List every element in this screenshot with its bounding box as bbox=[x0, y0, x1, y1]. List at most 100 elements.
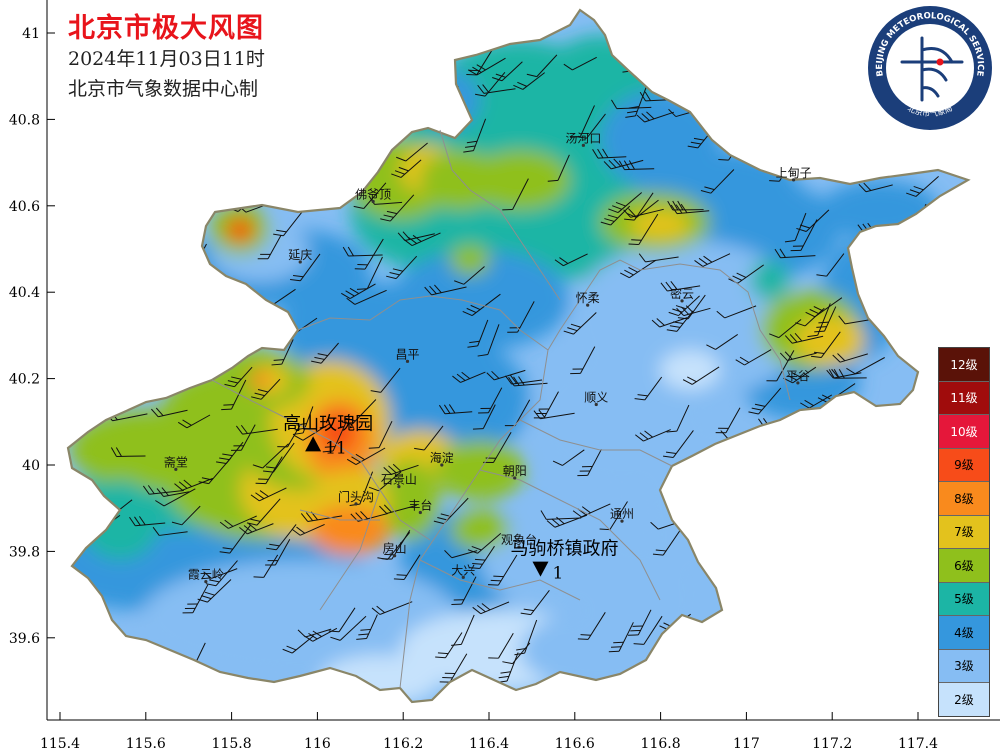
wind-barb bbox=[132, 324, 158, 348]
x-tick-label: 117 bbox=[733, 736, 760, 752]
place-label: 通州 bbox=[610, 507, 634, 521]
wind-barb bbox=[379, 504, 417, 515]
legend-item: 8级 bbox=[939, 482, 989, 516]
wind-barb bbox=[807, 303, 831, 338]
wind-barb bbox=[790, 219, 818, 252]
wind-barb bbox=[636, 111, 675, 123]
wind-barb bbox=[342, 246, 383, 257]
x-tick-label: 116.8 bbox=[641, 736, 681, 752]
place-label: 斋堂 bbox=[164, 454, 188, 469]
wind-barb bbox=[266, 524, 297, 551]
wind-barb bbox=[142, 485, 184, 495]
wind-barb bbox=[219, 515, 257, 529]
wind-barb bbox=[403, 110, 441, 128]
x-tick-label: 116.6 bbox=[555, 736, 595, 752]
place-label: 怀柔 bbox=[576, 291, 600, 305]
wind-barb bbox=[251, 378, 281, 400]
wind-barb bbox=[660, 281, 701, 292]
wind-barb bbox=[200, 158, 234, 187]
place-label: 延庆 bbox=[288, 248, 312, 262]
wind-barb bbox=[828, 112, 868, 125]
beijing-boundary bbox=[66, 8, 971, 704]
wind-barb bbox=[628, 609, 652, 636]
wind-barb bbox=[715, 407, 741, 434]
wind-barb bbox=[311, 342, 339, 364]
wind-barb bbox=[170, 190, 204, 208]
wind-barb bbox=[570, 105, 595, 138]
wind-barb bbox=[377, 531, 411, 561]
wind-barb bbox=[414, 425, 444, 451]
place-label: 平谷 bbox=[786, 369, 810, 383]
wind-barb bbox=[624, 192, 654, 221]
wind-barb bbox=[635, 429, 671, 442]
wind-barb bbox=[760, 502, 799, 516]
wind-barb bbox=[135, 319, 169, 330]
map-axes bbox=[46, 0, 1000, 721]
wind-barb bbox=[119, 127, 156, 153]
wind-barb bbox=[779, 90, 801, 120]
station-name: 马驹桥镇政府 bbox=[510, 539, 618, 560]
wind-barb bbox=[265, 539, 291, 566]
wind-barb bbox=[547, 154, 570, 182]
wind-barb bbox=[577, 449, 602, 477]
wind-barb bbox=[810, 331, 841, 359]
wind-barb bbox=[618, 160, 655, 171]
wind-barb bbox=[508, 376, 548, 387]
place-label: 大兴 bbox=[451, 563, 475, 577]
wind-barb bbox=[472, 601, 510, 615]
wind-barb bbox=[798, 461, 841, 474]
station-value: 1 bbox=[552, 564, 563, 584]
wind-barb bbox=[796, 209, 830, 232]
wind-barb bbox=[68, 120, 93, 144]
x-axis-ticks: 115.4 115.6 115.8 116 116.2 116.4 116.6 116.8 11… bbox=[40, 712, 938, 752]
place-label: 朝阳 bbox=[503, 464, 527, 478]
wind-barb bbox=[132, 120, 173, 135]
wind-barb bbox=[677, 294, 706, 320]
wind-barb bbox=[73, 656, 97, 690]
legend-item: 12级 bbox=[939, 348, 989, 382]
wind-barb bbox=[144, 336, 175, 354]
wind-barb bbox=[76, 372, 110, 386]
wind-barb bbox=[570, 346, 596, 375]
max-wind-marker: 高山玫瑰园 11 bbox=[283, 413, 373, 458]
bms-logo-icon: BEIJING METEOROLOGICAL SERVICE 北京市气象局 bbox=[868, 6, 992, 130]
wind-barb bbox=[893, 425, 922, 450]
wind-barb bbox=[766, 350, 795, 382]
y-tick-label: 39.8 bbox=[9, 544, 40, 560]
map-title: 北京市极大风图 bbox=[68, 13, 264, 44]
wind-barb bbox=[744, 75, 779, 86]
y-tick-label: 40.4 bbox=[9, 285, 40, 301]
wind-barb bbox=[832, 353, 868, 363]
wind-barb bbox=[496, 652, 519, 683]
wind-barb bbox=[217, 335, 254, 346]
wind-barb bbox=[424, 284, 467, 296]
wind-barb bbox=[666, 404, 690, 433]
wind-barb bbox=[554, 253, 588, 267]
wind-barb bbox=[826, 368, 862, 379]
wind-barb bbox=[563, 312, 597, 335]
wind-barb bbox=[93, 198, 130, 218]
legend-item: 4级 bbox=[939, 616, 989, 650]
wind-barb bbox=[297, 628, 332, 638]
place-label: 海淀 bbox=[430, 450, 454, 465]
wind-barb bbox=[904, 448, 933, 478]
wind-barb bbox=[257, 235, 282, 260]
wind-barb bbox=[282, 635, 315, 654]
wind-barb bbox=[844, 143, 873, 171]
wind-barb bbox=[710, 639, 747, 655]
wind-barb bbox=[563, 56, 597, 71]
wind-barb bbox=[380, 194, 415, 222]
wind-barb bbox=[890, 497, 930, 507]
y-tick-label: 41 bbox=[22, 26, 40, 42]
svg-text:北京市气象局: 北京市气象局 bbox=[906, 104, 954, 119]
wind-barb bbox=[151, 151, 194, 162]
wind-barb bbox=[633, 615, 663, 645]
wind-barb bbox=[187, 132, 218, 155]
wind-barb bbox=[68, 235, 82, 262]
wind-barb bbox=[893, 318, 932, 329]
wind-barb bbox=[795, 550, 831, 575]
wind-scale-legend: 12级 11级 10级 9级 8级 7级 6级 5级 4级 3级 2级 bbox=[938, 347, 990, 717]
wind-barb bbox=[356, 614, 378, 640]
wind-barb bbox=[628, 213, 659, 246]
